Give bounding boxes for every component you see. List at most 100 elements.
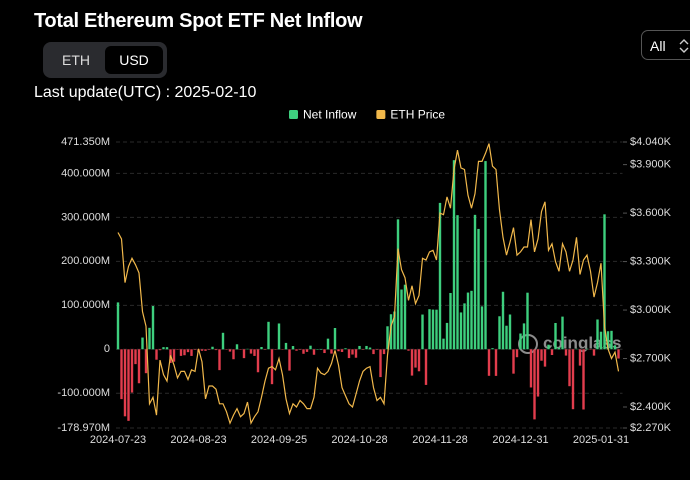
x-tick-label: 2024-09-25 — [251, 434, 307, 446]
bar — [186, 349, 190, 353]
bar — [207, 349, 211, 350]
bar — [151, 306, 155, 350]
title: Total Ethereum Spot ETF Net Inflow — [34, 10, 363, 32]
toggle-eth[interactable]: ETH — [62, 52, 90, 68]
chevron-icon — [679, 39, 689, 53]
bar — [428, 309, 431, 350]
bar — [386, 326, 389, 350]
bar — [501, 291, 505, 350]
bar — [260, 347, 263, 350]
y2-tick-label: $3.900K — [630, 159, 672, 171]
unit-toggle: ETH USD — [43, 42, 167, 78]
bar — [358, 345, 361, 350]
bar — [606, 331, 610, 350]
legend-label: ETH Price — [390, 108, 445, 122]
bar — [529, 349, 533, 388]
bar — [319, 349, 323, 350]
bar — [375, 349, 379, 350]
bar — [330, 349, 333, 354]
y-tick-label: 400.000M — [61, 167, 110, 179]
bar — [267, 321, 270, 350]
bar — [554, 322, 557, 350]
bar — [204, 349, 207, 351]
legend-swatch — [376, 110, 386, 119]
bar — [400, 289, 403, 350]
bar — [382, 349, 386, 355]
bar — [592, 349, 596, 356]
bar — [561, 316, 564, 350]
bar — [582, 349, 585, 410]
bar — [512, 349, 515, 374]
bar — [526, 292, 529, 350]
bar — [337, 349, 340, 352]
bar — [193, 349, 197, 350]
range-select[interactable]: All — [641, 30, 690, 60]
bar — [235, 344, 239, 350]
bar — [431, 309, 435, 350]
bar — [137, 349, 141, 384]
watermark: coinglass — [543, 333, 621, 352]
bar — [130, 349, 134, 393]
bar — [477, 228, 480, 350]
bar — [379, 349, 382, 378]
bar — [508, 314, 512, 350]
bar — [466, 292, 470, 350]
bar — [176, 349, 179, 350]
bar — [242, 349, 246, 359]
y2-tick-label: $2.700K — [630, 352, 672, 364]
bar — [470, 290, 473, 350]
bar — [550, 349, 554, 356]
x-tick-label: 2024-07-23 — [90, 434, 146, 446]
bar — [522, 323, 526, 350]
bar — [417, 349, 421, 372]
bar — [253, 349, 256, 356]
bar — [372, 349, 375, 355]
bar — [183, 349, 186, 356]
bar — [270, 349, 274, 385]
bar — [396, 219, 400, 350]
bar — [536, 349, 540, 397]
x-tick-label: 2025-01-31 — [573, 434, 629, 446]
bar — [557, 347, 561, 350]
bar — [575, 348, 578, 350]
y-tick-label: -178.970M — [57, 422, 110, 434]
bar — [365, 345, 368, 350]
bar — [228, 349, 232, 352]
y-tick-label: 471.350M — [61, 136, 110, 148]
bar — [274, 349, 277, 350]
bar — [599, 331, 603, 350]
bar — [169, 349, 172, 363]
bar — [179, 349, 183, 356]
bar — [498, 316, 501, 350]
bar — [333, 328, 337, 350]
watermark-logo — [518, 334, 538, 354]
bar — [491, 348, 494, 350]
bar — [361, 349, 365, 350]
y-tick-label: 0 — [104, 343, 110, 355]
bar — [309, 345, 312, 350]
bar — [316, 349, 319, 350]
bar — [543, 349, 547, 367]
bar — [407, 349, 410, 351]
bar — [144, 349, 148, 374]
bar — [589, 349, 592, 350]
bar — [225, 349, 228, 350]
bar — [424, 349, 428, 385]
bar — [277, 323, 281, 350]
bar — [449, 292, 452, 350]
bar — [515, 349, 519, 358]
toggle-usd[interactable]: USD — [105, 46, 163, 74]
bar — [617, 349, 620, 359]
bar — [312, 349, 316, 355]
y-tick-label: 200.000M — [61, 255, 110, 267]
bar — [190, 349, 193, 356]
bar — [421, 314, 424, 350]
bar — [438, 202, 442, 350]
bar — [414, 349, 417, 368]
bar — [134, 349, 137, 365]
x-tick-label: 2024-08-23 — [170, 434, 226, 446]
x-tick-label: 2024-11-28 — [412, 434, 467, 446]
y2-tick-label: $2.400K — [630, 401, 672, 413]
bar — [305, 349, 309, 352]
bar — [463, 303, 466, 350]
